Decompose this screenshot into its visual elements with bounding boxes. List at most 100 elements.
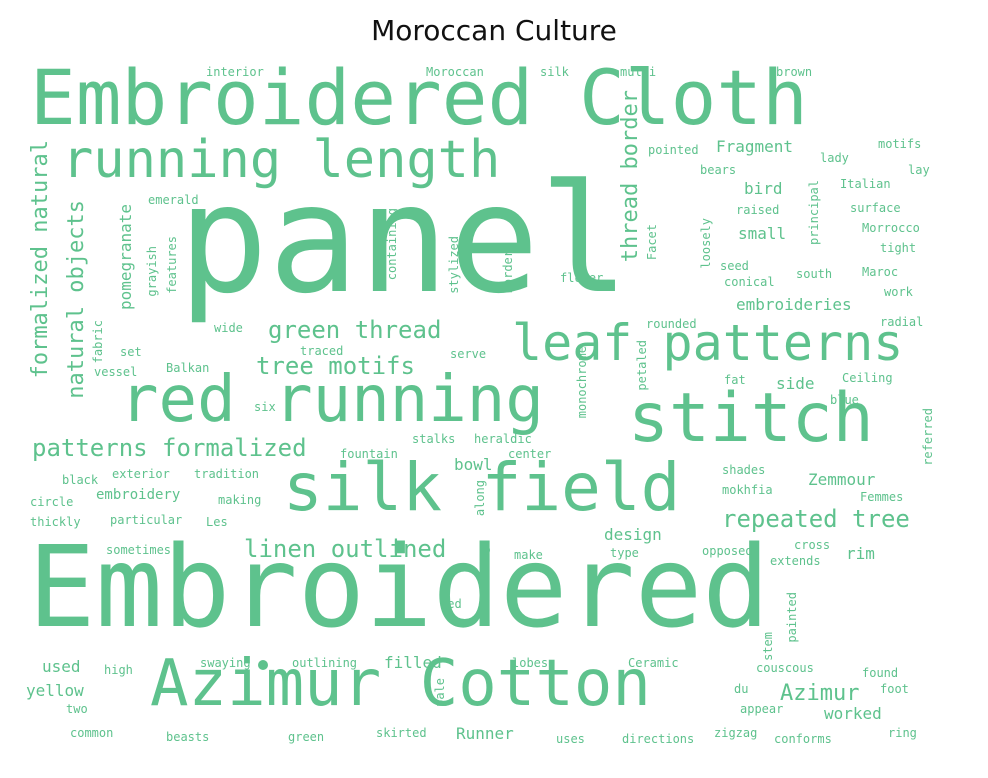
cloud-dot-1	[258, 660, 268, 670]
cloud-word-along: along	[473, 480, 487, 517]
cloud-word-red-running: red running	[120, 363, 544, 437]
cloud-word-linen-outlined: linen outlined	[244, 535, 447, 563]
cloud-word-lady: lady	[820, 151, 849, 165]
cloud-word-patterns-formalized: patterns formalized	[32, 434, 307, 462]
cloud-word-fountain: fountain	[340, 447, 398, 461]
cloud-word-sometimes: sometimes	[106, 543, 172, 557]
cloud-word-conical: conical	[724, 275, 775, 289]
cloud-word-radial: radial	[880, 315, 924, 329]
cloud-word-south: south	[796, 267, 833, 281]
cloud-word-foot: foot	[880, 682, 909, 696]
cloud-word-border: border	[501, 250, 515, 294]
cloud-word-petaled: petaled	[635, 340, 649, 391]
cloud-word-motifs: motifs	[878, 137, 922, 151]
cloud-word-beasts: beasts	[166, 730, 210, 744]
cloud-word-red: red	[440, 597, 462, 611]
cloud-word-bears: bears	[700, 163, 737, 177]
cloud-word-shades: shades	[722, 463, 766, 477]
cloud-word-high: high	[104, 663, 133, 677]
cloud-word-repeated-tree: repeated tree	[722, 505, 910, 533]
cloud-word-containing: containing	[385, 208, 399, 281]
cloud-word-worked: worked	[824, 704, 882, 723]
cloud-word-fat: fat	[724, 373, 746, 387]
cloud-word-embroidery: embroidery	[96, 487, 181, 503]
cloud-word-filled: filled	[384, 653, 442, 672]
cloud-dot-0	[480, 545, 490, 555]
cloud-word-rim: rim	[846, 544, 875, 563]
cloud-word-fragment: Fragment	[716, 137, 794, 156]
cloud-word-zigzag: zigzag	[714, 726, 758, 740]
cloud-word-swaying: swaying	[200, 656, 251, 670]
cloud-word-pale: pale	[433, 678, 447, 707]
cloud-word-side: side	[776, 374, 815, 393]
cloud-word-silk-field: silk field	[283, 449, 681, 526]
cloud-word-wide: wide	[214, 321, 243, 335]
cloud-word-femmes: Femmes	[860, 490, 904, 504]
cloud-word-formalized-natural: formalized natural	[28, 140, 53, 379]
cloud-word-embroidered: Embroidered	[28, 523, 770, 653]
cloud-word-exterior: exterior	[112, 467, 170, 481]
cloud-word-features: features	[165, 236, 179, 294]
cloud-word-referred: referred	[921, 408, 935, 466]
cloud-word-small: small	[738, 224, 787, 243]
cloud-word-running-length: running length	[62, 130, 501, 190]
cloud-word-monochrome: monochrome	[575, 346, 589, 419]
cloud-word-vessel: vessel	[94, 365, 138, 379]
cloud-word-center: center	[508, 447, 552, 461]
cloud-word-pomegranate: pomegranate	[116, 204, 135, 310]
cloud-word-natural-objects: natural objects	[64, 200, 89, 399]
cloud-word-yellow: yellow	[26, 681, 84, 700]
cloud-word-serve: serve	[450, 347, 487, 361]
cloud-word-leaf-patterns: leaf patterns	[512, 314, 904, 372]
cloud-word-black: black	[62, 473, 99, 487]
cloud-word-balkan: Balkan	[166, 361, 210, 375]
cloud-word-type: type	[610, 546, 639, 560]
cloud-word-conforms: conforms	[774, 732, 832, 746]
cloud-word-panel: panel	[178, 153, 630, 327]
cloud-word-common: common	[70, 726, 114, 740]
cloud-word-set: set	[120, 345, 142, 359]
cloud-word-heraldic: heraldic	[474, 432, 532, 446]
cloud-word-opposed: opposed	[702, 544, 753, 558]
cloud-word-directions: directions	[622, 732, 695, 746]
cloud-word-thread-border: thread border	[618, 90, 643, 263]
cloud-word-mokhfia: mokhfia	[722, 483, 773, 497]
cloud-word-zemmour: Zemmour	[808, 470, 876, 489]
cloud-word-bird: bird	[744, 179, 783, 198]
cloud-word-surface: surface	[850, 201, 901, 215]
cloud-word-rounded: rounded	[646, 317, 697, 331]
cloud-word-work: work	[884, 285, 913, 299]
cloud-word-two: two	[66, 702, 88, 716]
cloud-word-seed: seed	[720, 259, 749, 273]
cloud-word-green-thread: green thread	[268, 316, 442, 344]
cloud-word-silk: silk	[540, 65, 569, 79]
cloud-word-ceramic: Ceramic	[628, 656, 679, 670]
cloud-word-appear: appear	[740, 702, 784, 716]
cloud-word-make: make	[514, 548, 543, 562]
cloud-word-lobes: lobes	[512, 656, 549, 670]
cloud-word-thickly: thickly	[30, 515, 81, 529]
cloud-word-outlining: outlining	[292, 656, 358, 670]
cloud-word-stem: stem	[761, 632, 775, 661]
cloud-word-tree-motifs: tree motifs	[256, 352, 415, 380]
cloud-word-six: six	[254, 400, 276, 414]
cloud-word-blue: blue	[830, 393, 859, 407]
cloud-word-bowl: bowl	[454, 455, 493, 474]
cloud-word-tight: tight	[880, 241, 917, 255]
cloud-word-uses: uses	[556, 732, 585, 746]
cloud-word-stylized: stylized	[447, 236, 461, 294]
cloud-word-stitch: stitch	[628, 379, 874, 458]
cloud-word-cross: cross	[794, 538, 831, 552]
chart-title: Moroccan Culture	[371, 14, 617, 47]
cloud-word-painted: painted	[785, 592, 799, 643]
cloud-word-design: design	[604, 525, 662, 544]
cloud-word-maroc: Maroc	[862, 265, 899, 279]
cloud-word-ring: ring	[888, 726, 917, 740]
cloud-word-used: used	[42, 657, 81, 676]
cloud-word-principal: principal	[807, 180, 821, 246]
cloud-word-multi: multi	[620, 65, 657, 79]
cloud-word-italian: Italian	[840, 177, 891, 191]
cloud-word-raised: raised	[736, 203, 780, 217]
cloud-word-fabric: fabric	[91, 320, 105, 364]
